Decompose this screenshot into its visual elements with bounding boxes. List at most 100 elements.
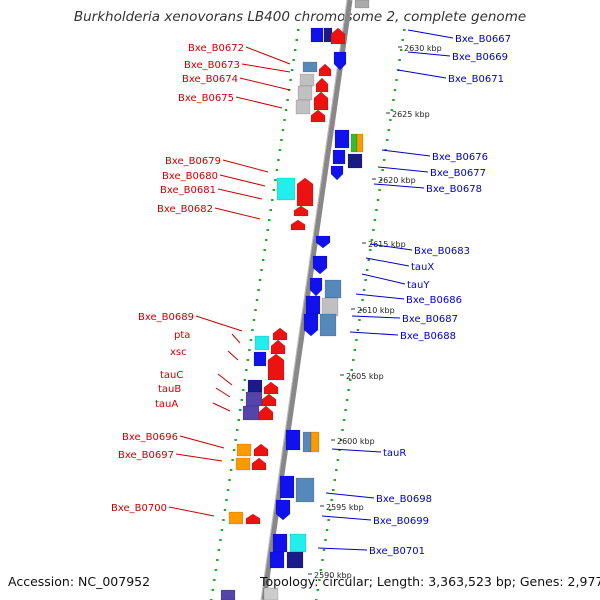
gene-arrow-forward bbox=[296, 177, 314, 207]
gene-box bbox=[299, 73, 315, 87]
gene-label-right: Bxe_B0687 bbox=[402, 314, 458, 325]
gene-label-left: Bxe_B0681 bbox=[160, 185, 216, 196]
leader-line bbox=[227, 350, 239, 361]
gene-label-right: Bxe_B0683 bbox=[414, 246, 470, 257]
leader-line bbox=[377, 166, 429, 173]
gene-box bbox=[254, 335, 270, 351]
gene-box bbox=[286, 551, 304, 569]
gene-arrow-forward bbox=[258, 405, 274, 421]
gene-label-right: Bxe_B0699 bbox=[373, 516, 429, 527]
gene-labels: Bxe_B0672 Bxe_B0673 Bxe_B0674 Bxe_B0675 Bxe_… bbox=[111, 29, 511, 557]
leader-line bbox=[369, 243, 413, 251]
leader-line bbox=[239, 77, 291, 91]
gene-label-left: tauA bbox=[155, 399, 178, 410]
gene-arrow-forward bbox=[253, 443, 269, 457]
leader-line bbox=[407, 29, 454, 39]
gene-label-right: Bxe_B0671 bbox=[448, 74, 504, 85]
gene-box bbox=[356, 133, 364, 153]
scale-ruler: 2630 kbp 2625 kbp 2620 kbp 2615 kbp 2610 kbp… bbox=[210, 29, 442, 600]
gene-arrow-forward bbox=[318, 63, 332, 77]
leader-line bbox=[222, 159, 269, 173]
leader-line bbox=[407, 51, 451, 57]
gene-box bbox=[350, 133, 358, 153]
gene-box bbox=[236, 443, 252, 457]
gene-box bbox=[220, 589, 236, 600]
gene-label-left: Bxe_B0696 bbox=[122, 432, 178, 443]
gene-label-left: pta bbox=[174, 330, 190, 341]
gene-label-right: tauY bbox=[407, 280, 430, 291]
gene-box bbox=[302, 61, 318, 73]
gene-label-left: Bxe_B0697 bbox=[118, 450, 174, 461]
gene-box bbox=[354, 0, 370, 9]
gene-label-left: Bxe_B0675 bbox=[178, 93, 234, 104]
gene-label-right: Bxe_B0686 bbox=[406, 295, 462, 306]
gene-label-right: tauR bbox=[383, 448, 406, 459]
gene-arrow-forward bbox=[270, 339, 286, 355]
backbone-highlight bbox=[260, 0, 348, 600]
leader-line bbox=[317, 547, 368, 551]
accession-text: Accession: NC_007952 bbox=[8, 574, 151, 589]
gene-box bbox=[253, 351, 267, 367]
gene-arrow-forward bbox=[263, 381, 279, 395]
gene-arrow-forward bbox=[267, 353, 285, 381]
leader-line bbox=[168, 506, 215, 517]
leader-line bbox=[219, 174, 266, 187]
gene-box bbox=[295, 477, 315, 503]
gene-arrow-forward bbox=[245, 513, 261, 525]
gene-label-right: Bxe_B0688 bbox=[400, 331, 456, 342]
scale-label: 2610 kbp bbox=[357, 306, 395, 315]
leader-line bbox=[241, 63, 291, 73]
gene-arrow-reverse bbox=[333, 51, 347, 71]
gene-box bbox=[289, 533, 307, 553]
gene-box bbox=[347, 153, 363, 169]
gene-label-right: Bxe_B0678 bbox=[426, 184, 482, 195]
gene-label-left: Bxe_B0673 bbox=[184, 60, 240, 71]
gene-arrow-reverse bbox=[312, 255, 328, 275]
leader-line bbox=[245, 46, 291, 65]
gene-label-left: Bxe_B0682 bbox=[157, 204, 213, 215]
gene-arrow-forward bbox=[261, 393, 277, 407]
scale-label: 2595 kbp bbox=[326, 503, 364, 512]
leader-line bbox=[373, 183, 425, 189]
gene-box bbox=[302, 431, 312, 453]
gene-label-right: Bxe_B0667 bbox=[455, 34, 511, 45]
gene-label-right: Bxe_B0676 bbox=[432, 152, 488, 163]
gene-arrow-forward bbox=[290, 219, 306, 231]
gene-label-right: Bxe_B0701 bbox=[369, 546, 425, 557]
gene-label-left: Bxe_B0689 bbox=[138, 312, 194, 323]
gene-arrow-forward bbox=[313, 91, 329, 111]
leader-line bbox=[179, 435, 225, 449]
gene-box bbox=[321, 297, 339, 317]
gene-label-left: Bxe_B0680 bbox=[162, 171, 218, 182]
gene-features bbox=[220, 0, 370, 600]
gene-label-right: tauX bbox=[411, 262, 434, 273]
leader-line bbox=[331, 448, 382, 453]
gene-box bbox=[295, 99, 311, 115]
gene-arrow-reverse bbox=[315, 235, 331, 249]
gene-box bbox=[235, 457, 251, 471]
map-title: Burkholderia xenovorans LB400 chromosome… bbox=[73, 9, 527, 25]
gene-arrow-reverse bbox=[275, 499, 291, 521]
gene-label-left: tauB bbox=[158, 384, 181, 395]
leader-line bbox=[349, 331, 399, 336]
gene-arrow-forward bbox=[310, 109, 326, 123]
gene-arrow-reverse bbox=[309, 277, 323, 297]
gene-box bbox=[247, 379, 263, 393]
gene-arrow-forward bbox=[251, 457, 267, 471]
gene-label-left: Bxe_B0700 bbox=[111, 503, 167, 514]
gene-box bbox=[245, 391, 263, 407]
scale-label: 2615 kbp bbox=[368, 240, 406, 249]
gene-label-left: Bxe_B0679 bbox=[165, 156, 221, 167]
leader-line bbox=[235, 96, 283, 109]
gene-arrow-forward bbox=[293, 205, 309, 217]
gene-box bbox=[324, 279, 342, 299]
gene-label-left: xsc bbox=[170, 347, 187, 358]
scale-label: 2625 kbp bbox=[392, 110, 430, 119]
gene-arrow-reverse bbox=[330, 165, 344, 181]
gene-arrow-forward bbox=[330, 27, 346, 45]
gene-box bbox=[310, 27, 324, 43]
scale-label: 2620 kbp bbox=[378, 176, 416, 185]
gene-box bbox=[272, 533, 288, 553]
gene-box bbox=[279, 475, 295, 499]
